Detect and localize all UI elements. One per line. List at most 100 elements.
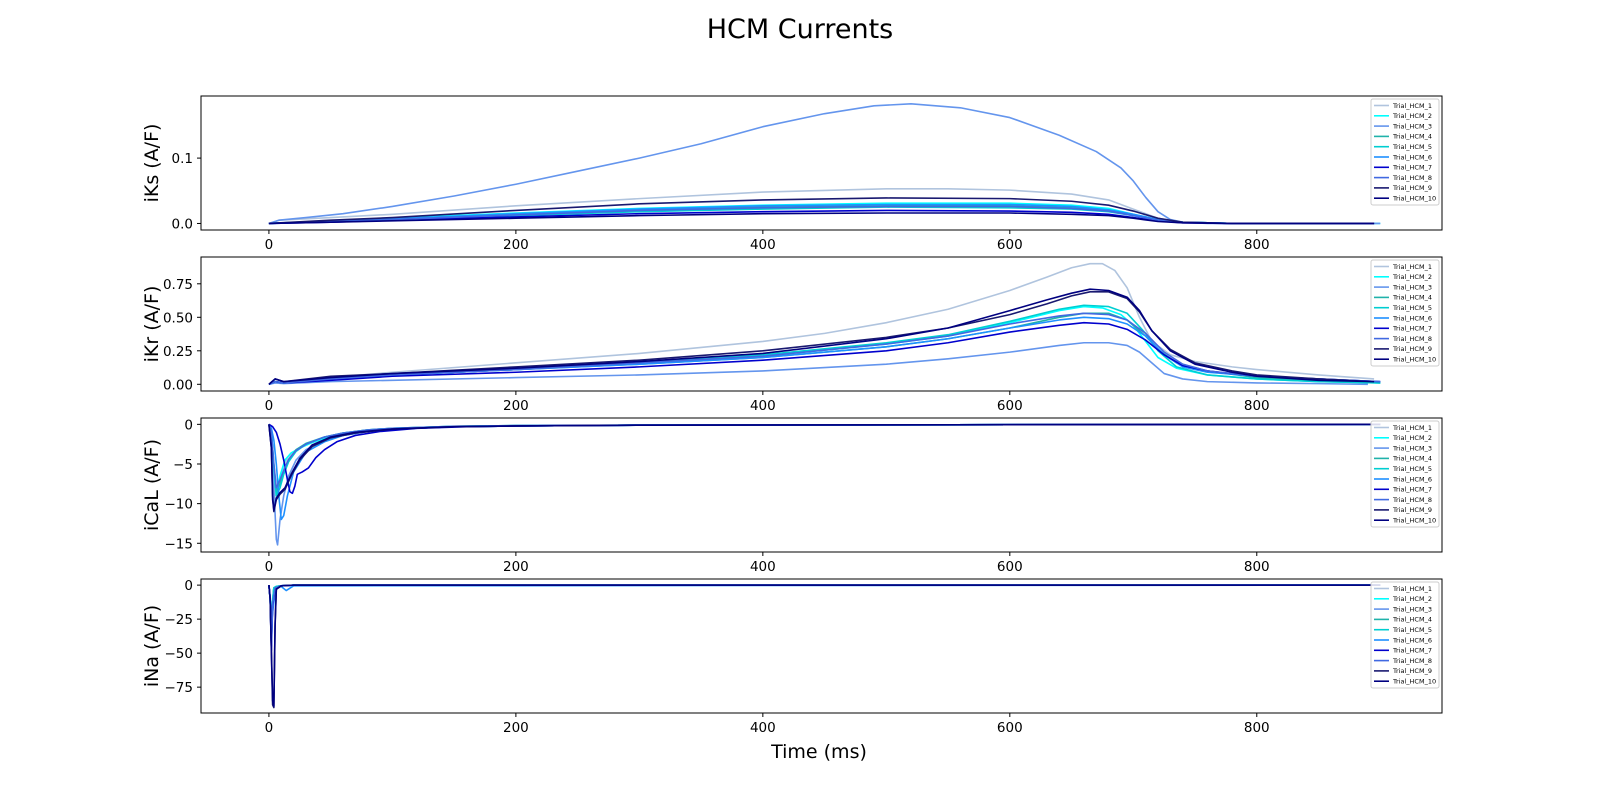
x-tick-label: 800 — [1244, 720, 1270, 736]
axes-frame — [200, 417, 1443, 553]
legend-entry: Trial_HCM_3 — [1392, 605, 1432, 613]
y-tick-label: −5 — [173, 457, 193, 473]
axes-frame — [200, 578, 1443, 714]
series-line-trial-hcm-10 — [268, 584, 1381, 707]
legend-entry: Trial_HCM_9 — [1392, 506, 1432, 514]
x-axis-label: Time (ms) — [770, 741, 867, 763]
series-lines — [268, 262, 1381, 386]
legend-entry: Trial_HCM_9 — [1392, 345, 1432, 353]
legend-entry: Trial_HCM_4 — [1392, 294, 1432, 302]
legend-entry: Trial_HCM_4 — [1392, 455, 1432, 463]
legend-entry: Trial_HCM_9 — [1392, 667, 1432, 675]
legend-entry: Trial_HCM_6 — [1392, 314, 1432, 322]
legend-entry: Trial_HCM_10 — [1392, 517, 1436, 525]
legend-entry: Trial_HCM_7 — [1392, 164, 1432, 172]
legend-entry: Trial_HCM_7 — [1392, 486, 1432, 494]
legend-entry: Trial_HCM_1 — [1392, 263, 1432, 271]
y-tick-label: −15 — [165, 536, 194, 552]
series-line-trial-hcm-10 — [268, 288, 1375, 385]
x-tick-label: 800 — [1244, 559, 1270, 575]
y-tick-label: 0.25 — [163, 344, 193, 360]
legend-entry: Trial_HCM_2 — [1392, 434, 1432, 442]
legend: Trial_HCM_1 Trial_HCM_2 Trial_HCM_3 Trial_H… — [1370, 420, 1440, 528]
series-line-trial-hcm-3 — [268, 341, 1368, 386]
x-tick-label: 600 — [997, 720, 1023, 736]
x-tick-label: 200 — [503, 237, 529, 253]
axes-frame — [200, 256, 1443, 392]
series-lines — [268, 423, 1381, 546]
legend: Trial_HCM_1 Trial_HCM_2 Trial_HCM_3 Trial_H… — [1370, 98, 1440, 206]
series-line-trial-hcm-2 — [268, 423, 1381, 497]
legend-entry: Trial_HCM_5 — [1392, 465, 1432, 473]
series-line-trial-hcm-4 — [268, 584, 1381, 638]
y-tick-label: −50 — [165, 646, 194, 662]
x-tick-label: 0 — [265, 237, 274, 253]
figure-title: HCM Currents — [707, 14, 894, 45]
series-line-trial-hcm-7 — [268, 423, 1381, 495]
y-tick-label: −10 — [165, 497, 194, 513]
legend: Trial_HCM_1 Trial_HCM_2 Trial_HCM_3 Trial_H… — [1370, 581, 1440, 689]
series-line-trial-hcm-8 — [268, 312, 1381, 386]
y-tick-label: 0.75 — [163, 277, 193, 293]
legend-entry: Trial_HCM_8 — [1392, 496, 1432, 504]
x-tick-label: 200 — [503, 720, 529, 736]
y-tick-label: 0.50 — [163, 310, 193, 326]
legend-entry: Trial_HCM_2 — [1392, 595, 1432, 603]
y-tick-label: 0.1 — [172, 151, 193, 167]
legend-entry: Trial_HCM_1 — [1392, 424, 1432, 432]
series-lines — [268, 584, 1381, 709]
x-tick-label: 200 — [503, 398, 529, 414]
legend-entry: Trial_HCM_5 — [1392, 304, 1432, 312]
legend-entry: Trial_HCM_9 — [1392, 184, 1432, 192]
legend-entry: Trial_HCM_7 — [1392, 647, 1432, 655]
legend-entry: Trial_HCM_8 — [1392, 174, 1432, 182]
series-line-trial-hcm-1 — [268, 423, 1381, 505]
y-tick-label: −75 — [165, 680, 194, 696]
legend-entry: Trial_HCM_7 — [1392, 325, 1432, 333]
legend-entry: Trial_HCM_3 — [1392, 122, 1432, 130]
legend-entry: Trial_HCM_1 — [1392, 102, 1432, 110]
series-line-trial-hcm-10 — [268, 212, 1375, 225]
x-tick-label: 600 — [997, 398, 1023, 414]
x-tick-label: 0 — [265, 720, 274, 736]
legend-entry: Trial_HCM_6 — [1392, 153, 1432, 161]
x-tick-label: 400 — [750, 559, 776, 575]
legend-entry: Trial_HCM_2 — [1392, 112, 1432, 120]
y-axis-label: iCaL (A/F) — [141, 439, 163, 531]
legend-entry: Trial_HCM_5 — [1392, 143, 1432, 151]
y-tick-label: 0 — [184, 578, 193, 594]
x-tick-label: 600 — [997, 559, 1023, 575]
series-line-trial-hcm-8 — [268, 584, 1381, 646]
series-line-trial-hcm-2 — [268, 584, 1381, 641]
series-line-trial-hcm-6 — [268, 423, 1381, 521]
series-line-trial-hcm-9 — [268, 584, 1381, 709]
legend-entry: Trial_HCM_10 — [1392, 356, 1436, 364]
y-tick-label: 0.00 — [163, 377, 193, 393]
y-tick-label: −25 — [165, 612, 194, 628]
series-line-trial-hcm-3 — [268, 423, 1381, 546]
series-line-trial-hcm-6 — [268, 584, 1381, 627]
legend-entry: Trial_HCM_6 — [1392, 475, 1432, 483]
y-axis-label: iKr (A/F) — [141, 286, 163, 363]
y-tick-label: 0 — [184, 417, 193, 433]
x-tick-label: 800 — [1244, 237, 1270, 253]
legend: Trial_HCM_1 Trial_HCM_2 Trial_HCM_3 Trial_H… — [1370, 259, 1440, 367]
x-tick-label: 0 — [265, 398, 274, 414]
legend-entry: Trial_HCM_5 — [1392, 626, 1432, 634]
series-line-trial-hcm-5 — [268, 423, 1381, 497]
series-line-trial-hcm-5 — [268, 584, 1381, 644]
legend-entry: Trial_HCM_3 — [1392, 283, 1432, 291]
legend-entry: Trial_HCM_2 — [1392, 273, 1432, 281]
series-line-trial-hcm-3 — [268, 584, 1381, 648]
y-axis-label: iNa (A/F) — [141, 605, 163, 687]
legend-entry: Trial_HCM_8 — [1392, 657, 1432, 665]
axes-frame — [200, 95, 1443, 231]
series-line-trial-hcm-10 — [268, 423, 1381, 511]
legend-entry: Trial_HCM_10 — [1392, 678, 1436, 686]
legend-entry: Trial_HCM_4 — [1392, 133, 1432, 141]
series-line-trial-hcm-8 — [268, 423, 1381, 489]
